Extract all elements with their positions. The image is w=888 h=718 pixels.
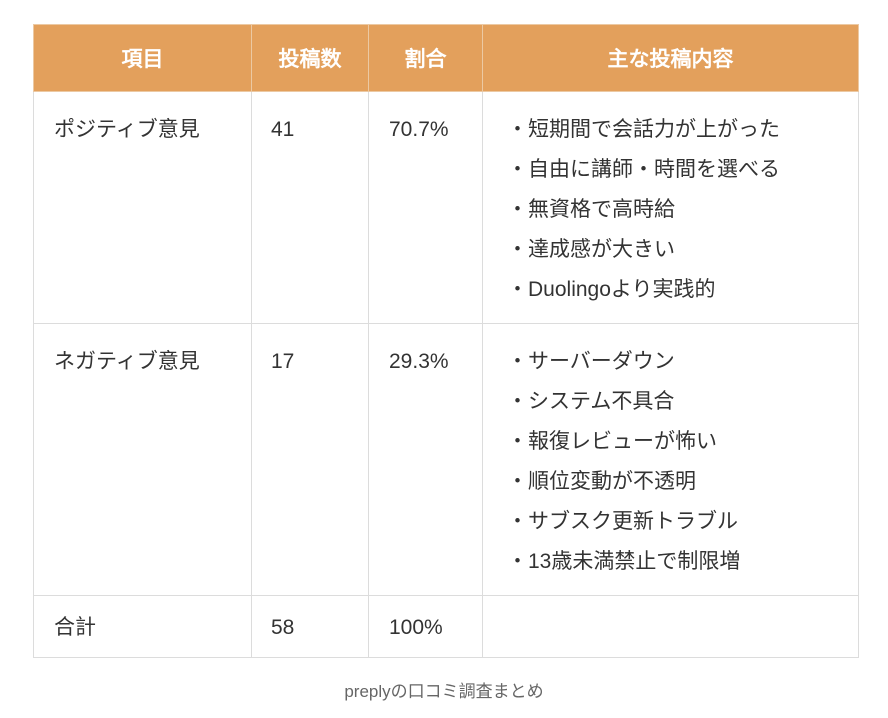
list-item: ・Duolingoより実践的 [507,278,716,301]
table-row-positive: ポジティブ意見 41 70.7% ・短期間で会話力が上がった ・自由に講師・時間… [33,91,859,324]
header-ratio: 割合 [368,24,483,92]
list-item: ・報復レビューが怖い [507,430,717,453]
cell-item: 合計 [33,595,252,658]
contents-list: ・短期間で会話力が上がった ・自由に講師・時間を選べる ・無資格で高時給 ・達成… [507,110,838,310]
table-row-total: 合計 58 100% [33,595,859,658]
review-summary-table: 項目 投稿数 割合 主な投稿内容 ポジティブ意見 41 70.7% ・短期間で会… [33,24,859,658]
cell-item: ポジティブ意見 [33,91,252,324]
list-item: ・短期間で会話力が上がった [507,118,780,141]
header-count: 投稿数 [251,24,369,92]
contents-list: ・サーバーダウン ・システム不具合 ・報復レビューが怖い ・順位変動が不透明 ・… [507,342,838,582]
header-row: 項目 投稿数 割合 主な投稿内容 [33,24,859,92]
cell-contents: ・サーバーダウン ・システム不具合 ・報復レビューが怖い ・順位変動が不透明 ・… [482,323,859,596]
cell-item: ネガティブ意見 [33,323,252,596]
list-item: ・自由に講師・時間を選べる [507,158,780,181]
cell-contents: ・短期間で会話力が上がった ・自由に講師・時間を選べる ・無資格で高時給 ・達成… [482,91,859,324]
list-item: ・無資格で高時給 [507,198,675,221]
cell-contents [482,595,859,658]
list-item: ・順位変動が不透明 [507,470,696,493]
list-item: ・サーバーダウン [507,350,675,373]
table-caption: preplyの口コミ調査まとめ [344,682,544,701]
table-row-negative: ネガティブ意見 17 29.3% ・サーバーダウン ・システム不具合 ・報復レビ… [33,323,859,596]
cell-count: 58 [251,595,369,658]
cell-count: 17 [251,323,369,596]
header-contents: 主な投稿内容 [482,24,859,92]
list-item: ・達成感が大きい [507,238,675,261]
cell-ratio: 100% [368,595,483,658]
list-item: ・システム不具合 [507,390,675,413]
list-item: ・サブスク更新トラブル [507,510,738,533]
header-item: 項目 [33,24,252,92]
cell-ratio: 70.7% [368,91,483,324]
cell-ratio: 29.3% [368,323,483,596]
list-item: ・13歳未満禁止で制限増 [507,550,741,573]
cell-count: 41 [251,91,369,324]
